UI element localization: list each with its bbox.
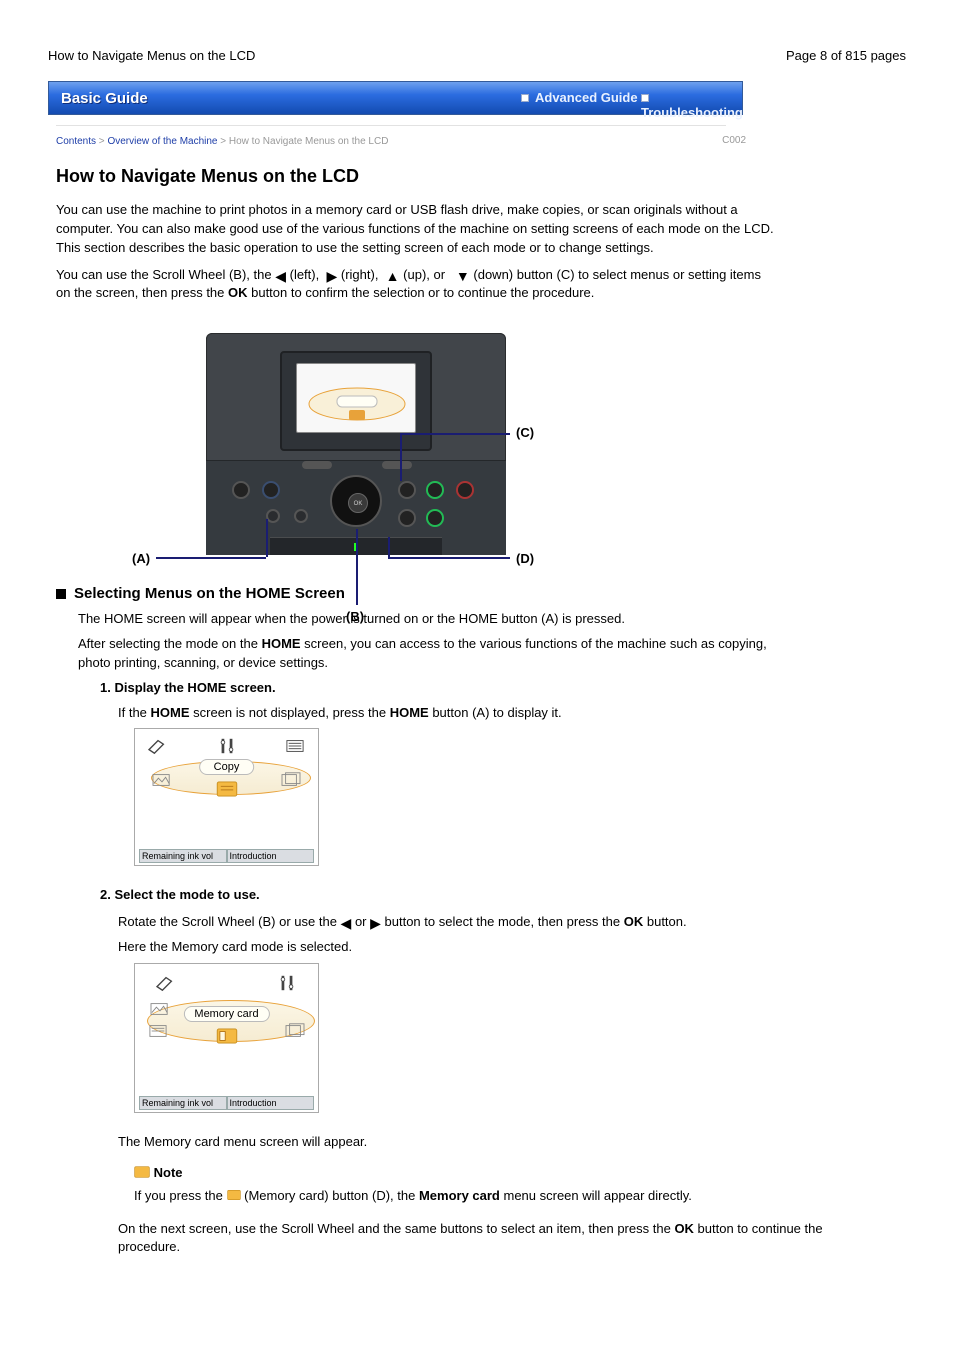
step-1: 1. Display the HOME screen. If the HOME …	[100, 679, 820, 723]
callout-label-c: (C)	[516, 425, 534, 440]
main-section-title: How to Navigate Menus on the LCD	[56, 166, 898, 187]
settings-icon	[276, 974, 298, 992]
arrow-up-icon: ▲	[386, 266, 400, 286]
step-2: 2. Select the mode to use. Rotate the Sc…	[100, 886, 820, 957]
page-title-left: How to Navigate Menus on the LCD	[48, 48, 255, 63]
arrow-left-icon: ◀	[341, 913, 352, 933]
section-heading-row: Selecting Menus on the HOME Screen	[56, 585, 898, 602]
memory-card-small-icon	[227, 1189, 241, 1201]
lcd-footer-right: Introduction	[227, 1096, 315, 1110]
lcd-screenshot-memory-card: Memory card Remaining ink vol Introducti…	[134, 963, 319, 1113]
callout-line-b	[356, 529, 358, 605]
arrow-right-icon: ▶	[370, 913, 381, 933]
easy-photo-icon	[147, 1022, 169, 1040]
photos-icon	[284, 1022, 306, 1040]
ok-button: OK	[348, 493, 368, 513]
printer-body: OK	[206, 333, 506, 555]
guide-banner: Basic Guide Advanced Guide Troubleshooti…	[48, 81, 743, 115]
photos-icon	[280, 771, 302, 789]
step-3: The Memory card menu screen will appear.	[118, 1133, 838, 1152]
copy-mode-icon	[216, 781, 238, 797]
page-title-right: Page 8 of 815 pages	[786, 48, 906, 63]
callout-label-d: (D)	[516, 551, 534, 566]
section2-para1: The HOME screen will appear when the pow…	[78, 610, 798, 629]
section2-para2: After selecting the mode on the HOME scr…	[78, 635, 798, 673]
banner-basic: Basic Guide	[61, 90, 148, 107]
arrow-left-icon: ◀	[275, 266, 286, 286]
content-body: Contents > Overview of the Machine > How…	[56, 125, 898, 1257]
page-header: How to Navigate Menus on the LCD Page 8 …	[48, 48, 906, 63]
photo-index-icon	[149, 1000, 171, 1018]
lcd-footer-left: Remaining ink vol	[139, 849, 227, 863]
banner-trouble[interactable]: Troubleshooting	[641, 90, 743, 120]
section-heading: Selecting Menus on the HOME Screen	[74, 585, 345, 602]
lcd-screenshot-copy: Copy Remaining ink vol Introduction	[134, 728, 319, 866]
divider-line	[56, 125, 726, 126]
lcd-footer-right: Introduction	[227, 849, 315, 863]
memory-card-icon	[134, 1165, 150, 1179]
memory-card-mode-icon	[216, 1028, 238, 1044]
function-button-right	[382, 461, 412, 469]
easy-photo-icon	[284, 737, 306, 755]
arrow-down-icon: ▼	[456, 266, 470, 286]
scan-icon	[155, 974, 177, 992]
breadcrumb-contents[interactable]: Contents	[56, 136, 96, 147]
device-figure: OK (C) (A) (B) (D)	[96, 333, 616, 555]
note-block: Note If you press the (Memory card) butt…	[134, 1164, 854, 1206]
banner-advanced[interactable]: Advanced Guide	[521, 90, 638, 105]
function-button-left	[302, 461, 332, 469]
scroll-wheel: OK	[330, 475, 382, 527]
lcd-footer-left: Remaining ink vol	[139, 1096, 227, 1110]
printer-lcd-screen	[296, 363, 416, 433]
lcd-mode-label: Copy	[199, 759, 255, 775]
lcd-footer: Remaining ink vol Introduction	[139, 1096, 314, 1110]
lcd-footer: Remaining ink vol Introduction	[139, 849, 314, 863]
square-bullet-icon	[641, 94, 649, 102]
callout-label-a: (A)	[132, 551, 150, 566]
step-4: On the next screen, use the Scroll Wheel…	[118, 1220, 838, 1258]
callout-line-d	[388, 557, 510, 559]
callout-line-a	[156, 557, 266, 559]
settings-icon	[216, 737, 238, 755]
lcd-mode-label: Memory card	[183, 1006, 269, 1022]
photo-index-icon	[151, 771, 173, 789]
breadcrumb-overview[interactable]: Overview of the Machine	[107, 136, 217, 147]
intro-paragraph: You can use the machine to print photos …	[56, 201, 776, 258]
controls-paragraph: You can use the Scroll Wheel (B), the ◀ …	[56, 264, 776, 304]
callout-line-c	[400, 433, 510, 435]
arrow-right-icon: ▶	[326, 266, 337, 286]
callout-label-b: (B)	[346, 609, 364, 624]
square-bullet-icon	[521, 94, 529, 102]
square-bullet-icon	[56, 589, 66, 599]
scan-icon	[147, 737, 169, 755]
